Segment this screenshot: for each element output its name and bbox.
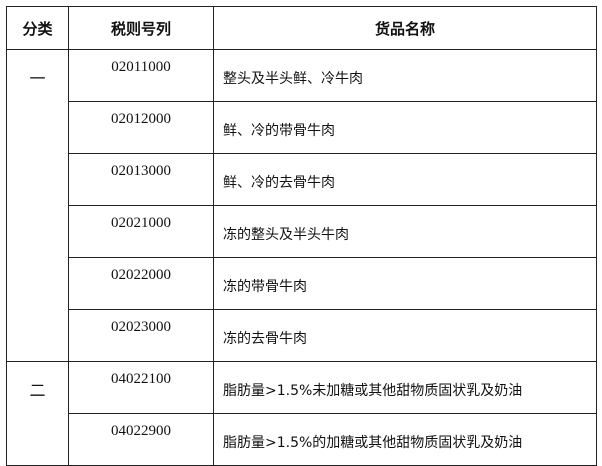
table-row: 02012000 鲜、冷的带骨牛肉	[7, 101, 597, 154]
name-cell: 冻的带骨牛肉	[213, 257, 597, 310]
code-cell: 02011000	[68, 49, 214, 102]
table-row: 一 02011000 整头及半头鲜、冷牛肉	[6, 49, 597, 362]
header-category: 分类	[6, 6, 69, 50]
code-cell: 02013000	[68, 153, 214, 206]
name-cell: 脂肪量>1.5%未加糖或其他甜物质固状乳及奶油	[213, 361, 597, 414]
header-code: 税则号列	[68, 6, 214, 50]
table-row: 04022900 脂肪量>1.5%的加糖或其他甜物质固状乳及奶油	[7, 413, 597, 466]
table-row: 02013000 鲜、冷的去骨牛肉	[7, 153, 597, 206]
tariff-table: 分类 税则号列 货品名称 一 02011000 整头及半头鲜、冷牛肉 02012000…	[6, 6, 597, 466]
table-row: 02023000 冻的去骨牛肉	[7, 309, 597, 362]
table-row: 02021000 冻的整头及半头牛肉	[7, 205, 597, 258]
code-cell: 04022100	[68, 361, 214, 414]
table-row: 二 04022100 脂肪量>1.5%未加糖或其他甜物质固状乳及奶油	[6, 361, 597, 466]
name-cell: 整头及半头鲜、冷牛肉	[213, 49, 597, 102]
header-row: 分类 税则号列 货品名称	[6, 6, 597, 50]
code-cell: 04022900	[68, 413, 214, 466]
name-cell: 冻的整头及半头牛肉	[213, 205, 597, 258]
category-cell: 二	[6, 361, 69, 466]
header-name: 货品名称	[213, 6, 597, 50]
name-cell: 脂肪量>1.5%的加糖或其他甜物质固状乳及奶油	[213, 413, 597, 466]
code-cell: 02023000	[68, 309, 214, 362]
category-cell: 一	[6, 49, 69, 362]
code-cell: 02012000	[68, 101, 214, 154]
table-row: 02022000 冻的带骨牛肉	[7, 257, 597, 310]
code-cell: 02022000	[68, 257, 214, 310]
name-cell: 冻的去骨牛肉	[213, 309, 597, 362]
name-cell: 鲜、冷的带骨牛肉	[213, 101, 597, 154]
code-cell: 02021000	[68, 205, 214, 258]
name-cell: 鲜、冷的去骨牛肉	[213, 153, 597, 206]
